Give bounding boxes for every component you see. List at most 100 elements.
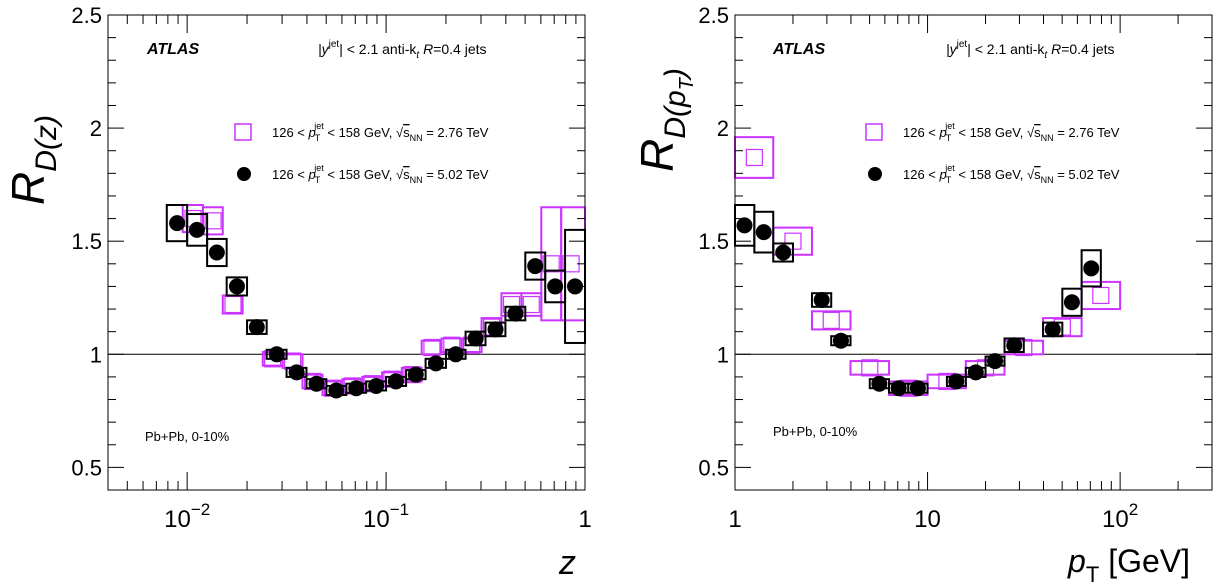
data-point-filled-circle [427, 355, 444, 372]
data-point-filled-circle [188, 221, 205, 238]
x-axis-title: pT [GeV] [1067, 543, 1190, 583]
selection-label: |yjet| < 2.1 anti-kt R=0.4 jets [946, 39, 1115, 61]
x-axis-title: z [558, 544, 576, 582]
data-point-open-square [1092, 286, 1110, 305]
data-point-filled-circle [871, 375, 888, 392]
data-point-open-square [542, 255, 560, 273]
series-5-02-tev [165, 204, 586, 399]
data-point-filled-circle [1044, 321, 1061, 338]
plot-frame [107, 14, 586, 491]
data-point-filled-circle [208, 244, 225, 261]
panel-right-rdpt: 0.5 1 1.5 2 2.5 1 10 102 pT [GeV] RD(pT) ATLAS |y… [631, 3, 1213, 583]
x-tick-label: 10−1 [363, 500, 409, 533]
y-tick-label: 1 [90, 342, 102, 367]
data-point-filled-circle [987, 353, 1004, 370]
systematic-box [753, 210, 775, 254]
y-tick-label: 1 [717, 342, 729, 367]
legend-marker-open-square [865, 123, 883, 141]
data-point-open-square [861, 359, 879, 377]
data-point-filled-circle [228, 278, 245, 295]
atlas-label: ATLAS [772, 41, 825, 58]
data-point-filled-circle [890, 380, 907, 397]
series-2-76-tev [181, 204, 587, 397]
data-point-filled-circle [507, 305, 524, 322]
y-tick-label: 2 [90, 116, 102, 141]
y-tick-label: 2 [717, 116, 729, 141]
data-point-filled-circle [736, 217, 753, 234]
y-tick-label: 0.5 [71, 455, 102, 480]
systematic-box [810, 310, 852, 331]
data-point-open-square [423, 338, 441, 357]
legend-marker-filled-circle [868, 167, 882, 181]
data-point-filled-circle [328, 382, 345, 399]
data-point-filled-circle [1083, 260, 1100, 277]
data-point-filled-circle [1063, 294, 1080, 311]
data-point-filled-circle [248, 319, 265, 336]
systematic-box [225, 276, 249, 297]
systematic-box [1061, 287, 1083, 317]
centrality-label: Pb+Pb, 0-10% [145, 429, 230, 444]
data-point-filled-circle [169, 215, 186, 232]
data-point-open-square [822, 311, 840, 329]
series-layer [734, 136, 1212, 397]
data-point-filled-circle [308, 375, 325, 392]
data-point-filled-circle [547, 278, 564, 295]
x-tick-label: 1 [578, 506, 591, 533]
legend-entry-5p02: 126 < pTjet < 158 GeV, √sNN = 5.02 TeV [903, 163, 1120, 185]
y-tick-label: 1.5 [71, 229, 102, 254]
legend-marker-filled-circle [237, 167, 251, 181]
plot-frame [734, 14, 1213, 491]
data-point-filled-circle [348, 380, 365, 397]
systematic-box [772, 242, 794, 263]
selection-label: |yjet| < 2.1 anti-kt R=0.4 jets [318, 39, 487, 61]
systematic-box [420, 339, 443, 356]
data-point-filled-circle [832, 332, 849, 349]
data-point-filled-circle [967, 364, 984, 381]
annotation-labels: ATLAS |yjet| < 2.1 anti-kt R=0.4 jets 12… [772, 39, 1120, 439]
series-layer [108, 204, 587, 399]
y-tick-label: 0.5 [698, 455, 729, 480]
data-point-filled-circle [755, 224, 772, 241]
y-axis-title: RD(z) [2, 115, 63, 205]
centrality-label: Pb+Pb, 0-10% [773, 424, 858, 439]
axes-layer: 0.5 1 1.5 2 2.5 1 10 102 pT [GeV] RD(pT) [631, 3, 1213, 583]
data-point-filled-circle [288, 364, 305, 381]
data-point-filled-circle [567, 278, 584, 295]
systematic-box [1080, 249, 1102, 288]
systematic-box [206, 237, 228, 268]
y-axis-title: RD(pT) [631, 68, 698, 172]
systematic-box [524, 251, 547, 281]
data-point-filled-circle [487, 321, 504, 338]
data-point-open-square [522, 295, 540, 314]
systematic-box [734, 136, 775, 179]
legend: 126 < pTjet < 158 GeV, √sNN = 2.76 TeV 1… [865, 121, 1120, 185]
data-point-filled-circle [447, 346, 464, 363]
legend-entry-5p02: 126 < pTjet < 158 GeV, √sNN = 5.02 TeV [272, 163, 489, 185]
y-tick-label: 1.5 [698, 229, 729, 254]
systematic-box [849, 360, 891, 376]
data-point-filled-circle [775, 244, 792, 261]
data-point-filled-circle [407, 366, 424, 383]
data-point-filled-circle [368, 377, 385, 394]
data-point-filled-circle [268, 346, 285, 363]
systematic-box [221, 294, 244, 315]
x-tick-label: 1 [728, 506, 741, 533]
legend-marker-open-square [234, 123, 252, 141]
data-point-filled-circle [813, 292, 830, 308]
data-point-filled-circle [527, 258, 544, 275]
x-tick-label: 10 [914, 506, 941, 533]
systematic-box [186, 213, 209, 247]
data-point-filled-circle [1006, 337, 1023, 354]
data-point-filled-circle [467, 330, 484, 347]
data-point-filled-circle [948, 373, 965, 390]
data-point-open-square [204, 212, 222, 230]
data-point-filled-circle [909, 380, 926, 397]
y-tick-label: 2.5 [698, 3, 729, 28]
legend-entry-2p76: 126 < pTjet < 158 GeV, √sNN = 2.76 TeV [272, 121, 489, 143]
x-tick-label: 10−2 [164, 500, 210, 533]
atlas-label: ATLAS [146, 41, 199, 58]
series-5-02-tev [734, 204, 1102, 397]
y-tick-label: 2.5 [71, 3, 102, 28]
